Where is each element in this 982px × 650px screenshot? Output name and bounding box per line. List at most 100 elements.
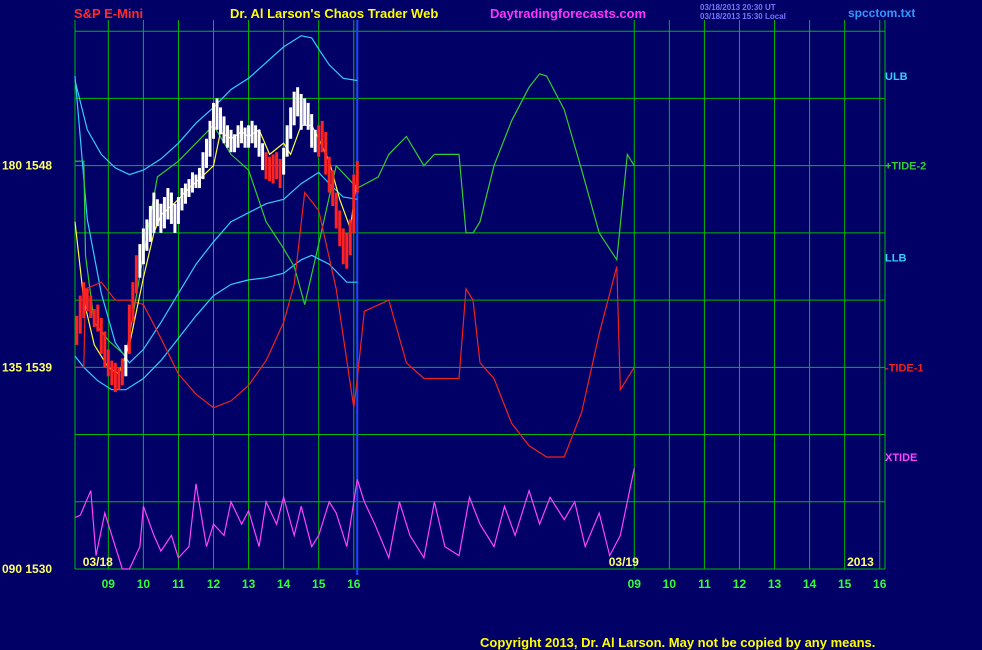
price-bar — [355, 161, 359, 193]
date-label: 03/18 — [83, 555, 113, 569]
price-bar — [120, 358, 124, 386]
price-bar — [82, 282, 86, 319]
series-line-xtide — [74, 468, 635, 570]
price-bar — [226, 125, 230, 148]
price-bar — [127, 304, 131, 354]
timestamp-ut: 03/18/2013 20:30 UT — [700, 3, 776, 12]
x-tick-label: 12 — [207, 577, 221, 591]
series-label-tide-1: -TIDE-1 — [885, 362, 924, 374]
price-bar — [338, 210, 342, 247]
x-tick-label: 09 — [628, 577, 642, 591]
price-bar — [162, 197, 166, 229]
price-bar — [254, 125, 258, 148]
price-bar — [327, 156, 331, 193]
series-label-llb: LLB — [885, 253, 906, 265]
price-bar — [268, 156, 272, 182]
price-bar — [285, 125, 289, 157]
chart-labels: 180 1548 135 1539 090 1530 09 10 11 12 13 14 15 16… — [2, 71, 926, 591]
series-line-tide-1 — [75, 190, 635, 458]
price-bar — [212, 102, 216, 139]
price-bar — [190, 172, 194, 193]
chart-title: Dr. Al Larson's Chaos Trader Web — [230, 6, 438, 21]
price-bar — [345, 232, 349, 269]
series-line-mlb — [74, 75, 358, 364]
price-bar — [145, 219, 149, 251]
x-tick-label: 11 — [698, 577, 711, 591]
filename-label: spcctom.txt — [848, 6, 915, 20]
x-tick-label: 10 — [663, 577, 677, 591]
price-bar — [233, 134, 237, 153]
price-bar — [313, 129, 317, 153]
price-bar — [306, 102, 310, 130]
x-tick-label: 14 — [803, 577, 817, 591]
price-bar — [219, 107, 223, 135]
symbol-label: S&P E-Mini — [74, 6, 143, 21]
price-bar — [201, 152, 205, 180]
price-bar — [78, 295, 82, 334]
x-tick-label: 13 — [768, 577, 782, 591]
price-bar — [247, 125, 251, 148]
price-bar — [317, 125, 321, 157]
x-tick-label: 13 — [242, 577, 256, 591]
price-bar — [92, 309, 96, 327]
price-bar — [282, 147, 286, 175]
price-bar — [257, 129, 261, 157]
price-bar — [324, 132, 328, 175]
x-tick-label: 14 — [277, 577, 291, 591]
x-tick-label: 09 — [102, 577, 116, 591]
x-tick-label: 15 — [838, 577, 852, 591]
price-bar — [289, 107, 293, 139]
price-bar — [110, 360, 114, 386]
y-tick-label: 090 1530 — [2, 562, 52, 576]
series-label-tide-2: +TIDE-2 — [885, 161, 926, 173]
price-bar — [75, 315, 79, 345]
copyright-notice: Copyright 2013, Dr. Al Larson. May not b… — [480, 635, 875, 650]
series-line-llb — [74, 254, 358, 391]
grid — [74, 20, 886, 570]
price-bar — [159, 203, 163, 233]
price-bar — [303, 98, 307, 126]
price-bar — [134, 255, 138, 294]
price-bar — [197, 167, 201, 189]
series-label-ulb: ULB — [885, 71, 908, 83]
price-bar — [229, 129, 233, 153]
price-bar — [194, 174, 198, 189]
price-bar — [299, 93, 303, 130]
price-bar — [138, 244, 142, 278]
price-bar — [310, 114, 314, 148]
price-bar — [85, 288, 89, 312]
date-label: 03/19 — [609, 555, 639, 569]
series-label-xtide: XTIDE — [885, 452, 917, 464]
price-bar — [99, 318, 103, 354]
price-bar — [278, 158, 282, 189]
x-tick-label: 12 — [733, 577, 747, 591]
website-link[interactable]: Daytradingforecasts.com — [490, 6, 646, 21]
price-bar — [169, 192, 173, 224]
series-line-ulb — [74, 35, 358, 176]
price-bar — [222, 116, 226, 144]
price-bar — [96, 304, 100, 332]
price-bar — [352, 174, 356, 233]
price-bar — [334, 192, 338, 229]
price-bar — [236, 125, 240, 148]
price-bar — [292, 91, 296, 126]
price-bar — [204, 138, 208, 168]
price-bar — [348, 219, 352, 256]
price-bar — [117, 367, 121, 390]
price-bar — [152, 192, 156, 233]
price-bar — [243, 127, 247, 148]
y-tick-label: 135 1539 — [2, 360, 52, 374]
price-bar — [180, 188, 184, 211]
price-bar — [215, 98, 219, 130]
price-bar — [208, 120, 212, 157]
price-bar — [320, 120, 324, 153]
price-bar — [89, 295, 93, 319]
price-bar — [113, 362, 117, 392]
price-bar — [250, 120, 254, 144]
price-bar — [341, 228, 345, 265]
x-tick-label: 11 — [172, 577, 185, 591]
price-bar — [240, 120, 244, 144]
price-bar — [261, 143, 265, 171]
